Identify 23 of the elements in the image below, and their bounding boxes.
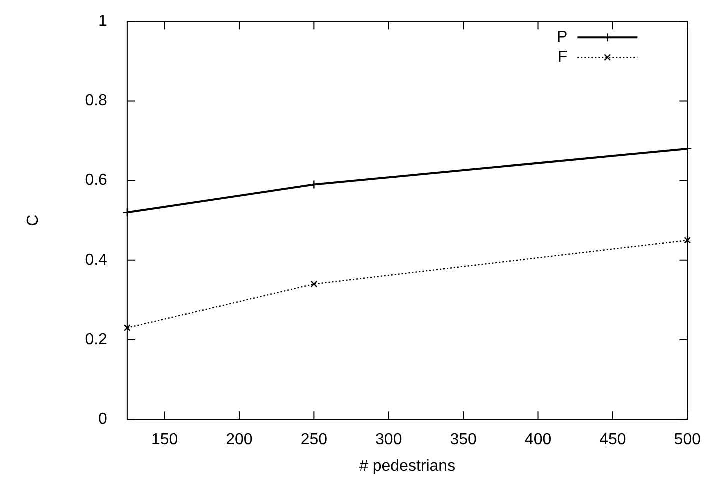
y-tick-label: 0.4	[85, 252, 108, 269]
y-tick-label: 1	[98, 13, 108, 30]
y-tick-label: 0.2	[85, 331, 108, 348]
point	[684, 237, 692, 244]
y-tick-label: 0	[98, 411, 108, 428]
y-axis-title: C	[25, 214, 42, 226]
x-tick-label: 450	[600, 432, 626, 449]
point	[310, 280, 318, 288]
y-tick-label: 0.8	[85, 92, 108, 110]
point	[683, 144, 692, 154]
x-tick-label: 400	[524, 432, 552, 449]
x-tick-label: 300	[376, 432, 402, 449]
x-tick-label: 250	[300, 432, 328, 449]
point	[124, 324, 131, 332]
x-tick-label: 350	[450, 432, 478, 449]
y-tick-label: 0.6	[85, 172, 108, 190]
legend-label: F	[558, 49, 568, 66]
x-axis-title: # pedestrians	[360, 458, 456, 475]
x-tick-label: 200	[226, 432, 253, 449]
point	[310, 180, 319, 190]
x-tick-label: 150	[151, 432, 178, 449]
legend-label: P	[556, 29, 568, 46]
x-tick-label: 500	[674, 432, 702, 449]
